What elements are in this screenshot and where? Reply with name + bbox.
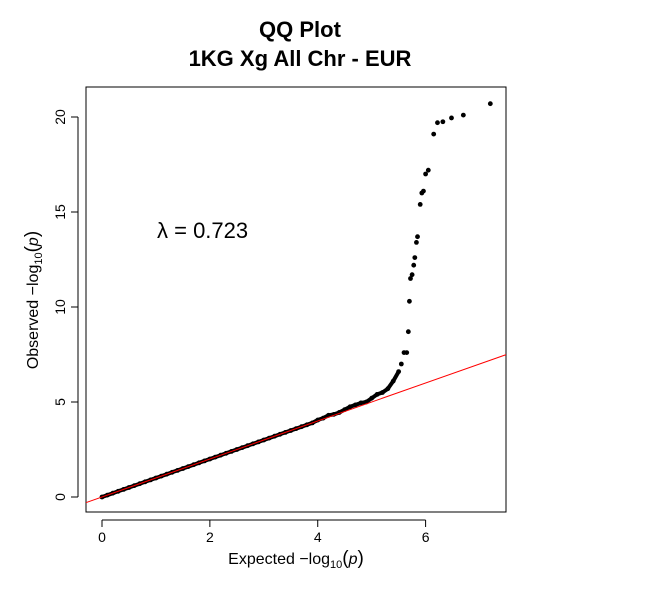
data-point xyxy=(412,255,418,260)
data-points xyxy=(99,101,493,500)
x-tick-label: 6 xyxy=(422,529,430,545)
x-axis-label-open: ( xyxy=(342,548,349,569)
x-tick-label: 4 xyxy=(314,529,322,545)
data-point xyxy=(358,400,364,406)
data-point xyxy=(414,240,419,245)
y-axis-label-var: p xyxy=(25,237,42,247)
data-point xyxy=(415,234,420,240)
x-tick-label: 2 xyxy=(206,529,214,545)
plot-frame xyxy=(85,86,507,513)
y-axis-label: Observed −log10(p) xyxy=(22,231,45,369)
data-point xyxy=(369,395,375,401)
data-point xyxy=(449,115,454,121)
reference-line xyxy=(86,354,506,504)
data-point xyxy=(353,402,358,408)
y-axis-label-sub: 10 xyxy=(33,252,45,264)
data-point xyxy=(409,272,415,278)
data-point xyxy=(396,369,402,374)
lambda-annotation: λ = 0.723 xyxy=(157,218,248,243)
data-point xyxy=(390,378,396,384)
x-axis-label-var: p xyxy=(348,551,358,568)
y-tick-label: 15 xyxy=(52,204,68,220)
data-point xyxy=(374,392,380,397)
x-axis-label-close: ) xyxy=(358,548,364,569)
y-tick-label: 0 xyxy=(52,493,68,501)
data-point xyxy=(404,350,410,355)
y-tick-label: 10 xyxy=(52,299,68,315)
data-point xyxy=(408,276,413,281)
x-axis-label: Expected −log10(p) xyxy=(228,548,364,571)
data-point xyxy=(398,361,404,367)
chart-title: QQ Plot xyxy=(259,17,342,42)
data-point xyxy=(411,262,417,268)
x-axis: 0 2 4 6 xyxy=(98,519,430,545)
chart-subtitle: 1KG Xg All Chr - EUR xyxy=(189,46,412,71)
data-point xyxy=(431,131,437,137)
data-point xyxy=(417,202,423,207)
data-point xyxy=(487,101,493,107)
data-point xyxy=(347,404,353,410)
data-point xyxy=(385,386,391,392)
data-point xyxy=(440,119,446,125)
y-axis-label-open: ( xyxy=(22,245,43,252)
data-point xyxy=(423,171,428,177)
point-band xyxy=(100,369,401,499)
y-axis-label-prefix: Observed −log xyxy=(25,265,42,370)
data-point xyxy=(380,390,385,395)
x-tick-label: 0 xyxy=(98,529,106,545)
x-axis-label-prefix: Expected −log xyxy=(228,551,330,568)
data-point xyxy=(405,329,411,335)
data-point xyxy=(421,188,426,194)
data-point xyxy=(460,112,466,118)
data-point xyxy=(435,120,440,126)
y-axis: 0 5 10 15 20 xyxy=(52,109,79,501)
x-axis-label-sub: 10 xyxy=(330,559,342,571)
data-point xyxy=(425,167,431,173)
y-axis-label-close: ) xyxy=(22,231,43,237)
y-tick-label: 5 xyxy=(52,398,68,406)
y-tick-label: 20 xyxy=(52,109,68,125)
data-point xyxy=(407,298,412,304)
